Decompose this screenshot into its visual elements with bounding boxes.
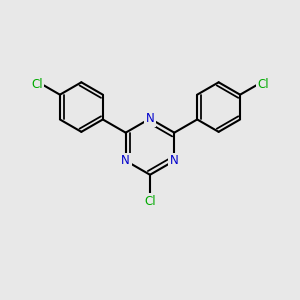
Text: Cl: Cl [31,78,43,91]
Text: Cl: Cl [144,195,156,208]
Text: N: N [170,154,179,167]
Text: Cl: Cl [257,78,269,91]
Text: N: N [146,112,154,125]
Text: N: N [121,154,130,167]
